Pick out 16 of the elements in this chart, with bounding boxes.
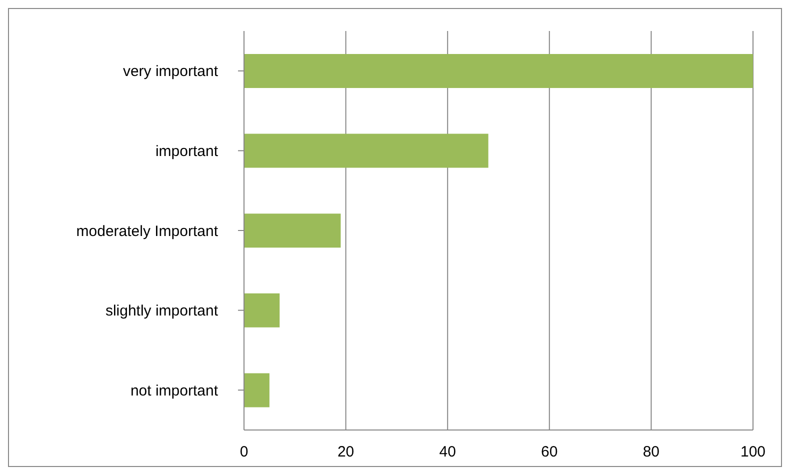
x-tick-label: 60 bbox=[541, 444, 558, 461]
y-tick-label: not important bbox=[130, 382, 219, 400]
bar bbox=[244, 134, 488, 168]
bar bbox=[244, 54, 753, 88]
bar bbox=[244, 214, 341, 248]
x-tick-label: 0 bbox=[240, 444, 248, 461]
y-tick-label: very important bbox=[122, 63, 219, 80]
y-tick-label: moderately Important bbox=[76, 222, 219, 240]
x-tick-label: 100 bbox=[740, 444, 766, 461]
bar bbox=[244, 373, 270, 408]
x-tick-label: 40 bbox=[439, 444, 456, 461]
y-tick-label: slightly important bbox=[105, 302, 219, 320]
x-tick-label: 20 bbox=[337, 444, 354, 461]
x-tick-label: 80 bbox=[642, 444, 660, 461]
bar bbox=[244, 293, 280, 328]
y-tick-label: important bbox=[155, 143, 219, 160]
